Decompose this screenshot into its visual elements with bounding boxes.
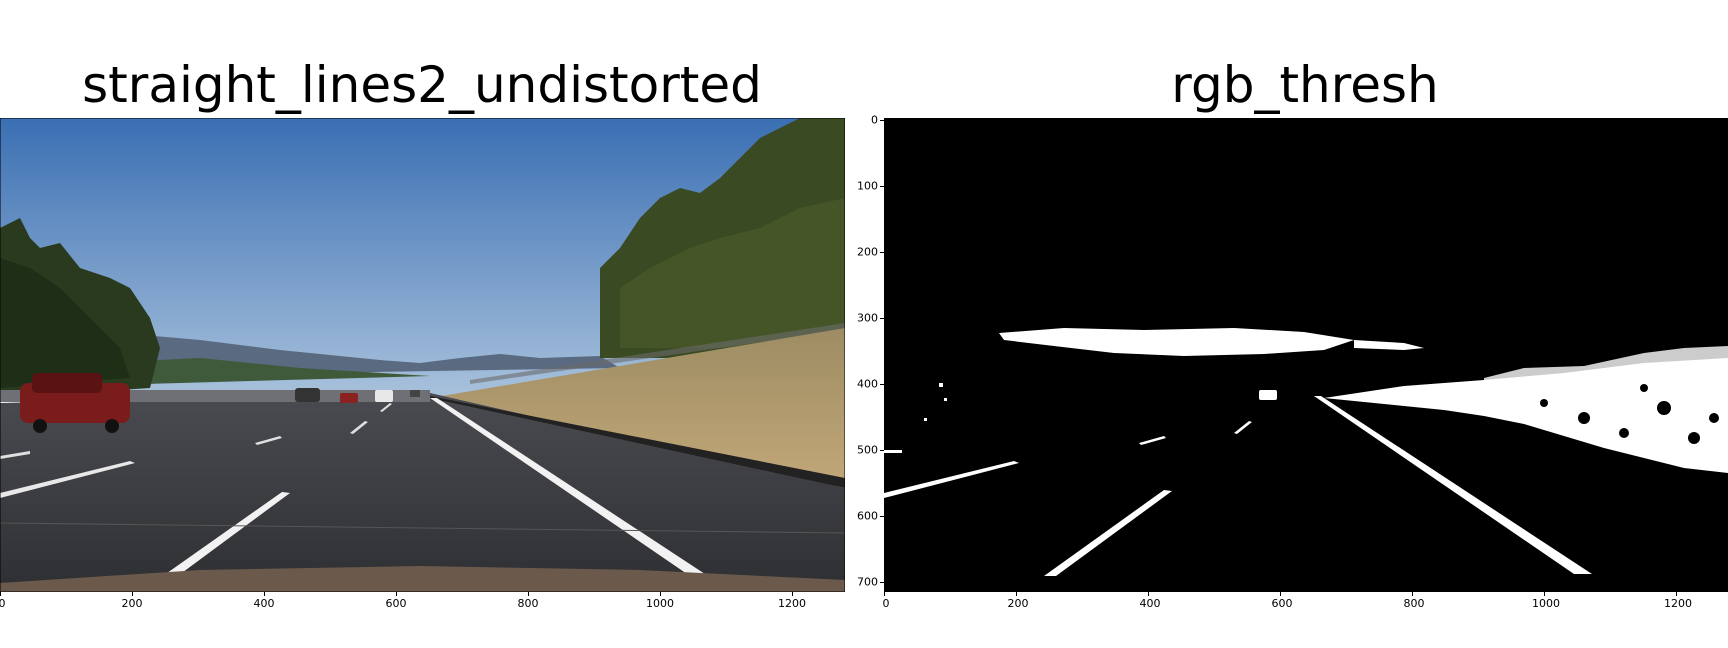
x-tick-label: 0 xyxy=(882,597,890,610)
x-tick-label: 200 xyxy=(1007,597,1029,610)
x-tick-label: 800 xyxy=(1403,597,1425,610)
tick-mark xyxy=(396,592,397,596)
left-image-title: straight_lines2_undistorted xyxy=(82,56,762,114)
y-tick-label: 300 xyxy=(857,311,878,325)
y-tick-label: 400 xyxy=(857,377,878,391)
y-tick-label: 0 xyxy=(871,113,878,127)
tick-mark xyxy=(1676,592,1677,596)
tick-mark xyxy=(1148,592,1149,596)
tick-mark xyxy=(1412,592,1413,596)
tick-mark xyxy=(132,592,133,596)
x-tick-label: 600 xyxy=(385,597,407,610)
x-tick-label: 400 xyxy=(253,597,275,610)
y-tick-label: 100 xyxy=(857,179,878,193)
right-image-title: rgb_thresh xyxy=(1171,56,1439,114)
tick-mark xyxy=(0,592,1,596)
x-tick-label: 1000 xyxy=(646,597,674,610)
x-tick-label: 1200 xyxy=(778,597,806,610)
tick-mark xyxy=(528,592,529,596)
tick-mark xyxy=(880,186,884,187)
tick-mark xyxy=(1280,592,1281,596)
x-tick-label: 1000 xyxy=(1532,597,1560,610)
x-tick-label: 600 xyxy=(1271,597,1293,610)
x-tick-label: 400 xyxy=(1139,597,1161,610)
tick-mark xyxy=(880,450,884,451)
x-tick-label: 0 xyxy=(0,597,6,610)
tick-mark xyxy=(1544,592,1545,596)
x-tick-label: 200 xyxy=(121,597,143,610)
tick-mark xyxy=(1016,592,1017,596)
y-tick-label: 600 xyxy=(857,509,878,523)
tick-mark xyxy=(880,516,884,517)
tick-mark xyxy=(792,592,793,596)
tick-mark xyxy=(884,592,885,596)
x-tick-label: 1200 xyxy=(1664,597,1692,610)
road-photo-image xyxy=(0,118,845,592)
y-tick-label: 200 xyxy=(857,245,878,259)
tick-mark xyxy=(880,582,884,583)
y-tick-label: 700 xyxy=(857,575,878,589)
binary-threshold-mask-image xyxy=(884,118,1728,592)
tick-mark xyxy=(660,592,661,596)
tick-mark xyxy=(880,384,884,385)
tick-mark xyxy=(880,318,884,319)
tick-mark xyxy=(880,252,884,253)
tick-mark xyxy=(880,120,884,121)
tick-mark xyxy=(264,592,265,596)
x-tick-label: 800 xyxy=(517,597,539,610)
y-tick-label: 500 xyxy=(857,443,878,457)
